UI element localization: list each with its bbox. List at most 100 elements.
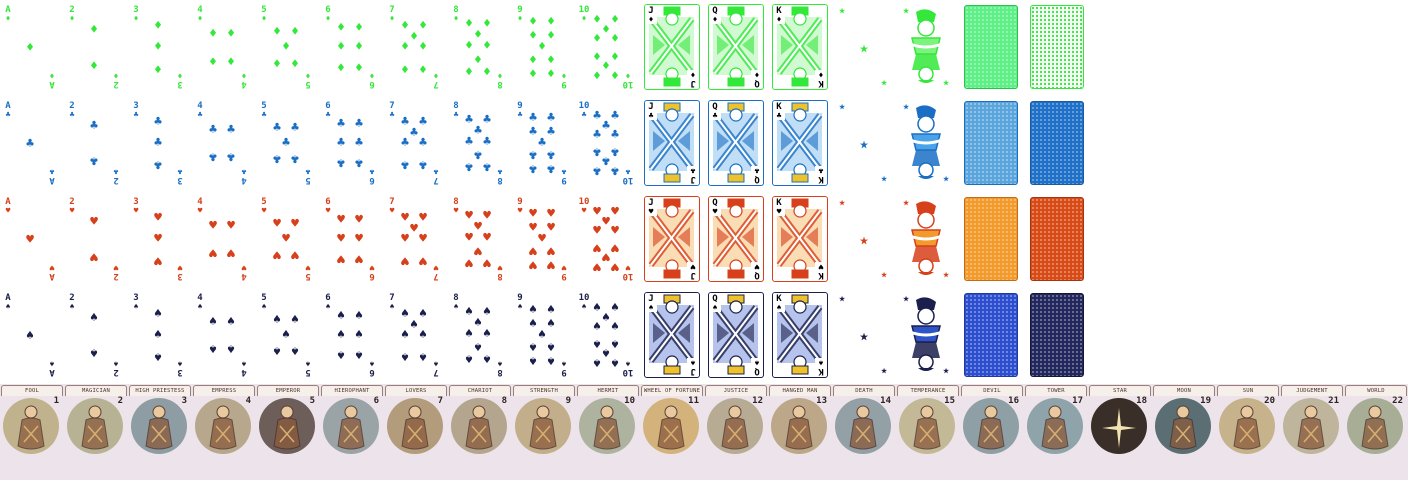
suit-icon: ♠ (581, 302, 587, 311)
tarot-card-death[interactable]: DEATH 14 (832, 384, 895, 480)
tarot-card-magician[interactable]: MAGICIAN 2 (64, 384, 127, 480)
card-4-of-spades[interactable]: 4 ♠ 4 ♠ ♠ ♠ ♠ ♠ (194, 292, 250, 378)
card-9-of-clubs[interactable]: 9 ♣ 9 ♣ ♣ ♣ ♣ ♣ ♣ ♣ ♣ ♣ ♣ (514, 100, 570, 186)
tarot-card-high-priestess[interactable]: HIGH PRIESTESS 3 (128, 384, 191, 480)
card-2-of-clubs[interactable]: 2 ♣ 2 ♣ ♣ ♣ (66, 100, 122, 186)
card-J-of-diamonds[interactable]: J ♦ J ♦ (644, 4, 700, 90)
card-10-of-hearts[interactable]: 10 ♥ 10 ♥ ♥ ♥ ♥ ♥ ♥ ♥ ♥ ♥ ♥ ♥ (578, 196, 634, 282)
suit-icon: ♠ (561, 359, 567, 368)
card-K-of-spades[interactable]: K ♠ K ♠ (772, 292, 828, 378)
tarot-card-justice[interactable]: JUSTICE 12 (704, 384, 767, 480)
card-5-of-clubs[interactable]: 5 ♣ 5 ♣ ♣ ♣ ♣ ♣ ♣ (258, 100, 314, 186)
card-back-hearts-b[interactable] (1030, 197, 1084, 281)
card-J-of-hearts[interactable]: J ♥ J ♥ (644, 196, 700, 282)
tarot-card-judgement[interactable]: JUDGEMENT 21 (1280, 384, 1343, 480)
card-2-of-diamonds[interactable]: 2 ♦ 2 ♦ ♦ ♦ (66, 4, 122, 90)
card-7-of-hearts[interactable]: 7 ♥ 7 ♥ ♥ ♥ ♥ ♥ ♥ ♥ ♥ (386, 196, 442, 282)
card-3-of-hearts[interactable]: 3 ♥ 3 ♥ ♥ ♥ ♥ (130, 196, 186, 282)
card-small-joker-diamonds[interactable]: ★ ★ (836, 4, 892, 90)
card-back-hearts-a[interactable] (964, 197, 1018, 281)
card-back-diamonds-b[interactable] (1030, 5, 1084, 89)
card-A-of-spades[interactable]: A ♠ A ♠ ♠ (2, 292, 58, 378)
card-10-of-clubs[interactable]: 10 ♣ 10 ♣ ♣ ♣ ♣ ♣ ♣ ♣ ♣ ♣ ♣ ♣ (578, 100, 634, 186)
tarot-card-sun[interactable]: SUN 20 (1216, 384, 1279, 480)
card-big-joker-spades[interactable]: ★ ★ ★ (881, 292, 954, 378)
card-A-of-clubs[interactable]: A ♣ A ♣ ♣ (2, 100, 58, 186)
card-big-joker-diamonds[interactable]: ★ ★ ★ (881, 4, 954, 90)
card-small-joker-clubs[interactable]: ★ ★ (836, 100, 892, 186)
card-big-joker-clubs[interactable]: ★ ★ ★ (881, 100, 954, 186)
tarot-card-wheel-of-fortune[interactable]: WHEEL OF FORTUNE 11 (640, 384, 703, 480)
card-corner-index: 5 ♦ (302, 71, 314, 89)
card-9-of-diamonds[interactable]: 9 ♦ 9 ♦ ♦ ♦ ♦ ♦ ♦ ♦ ♦ ♦ ♦ (514, 4, 570, 90)
card-2-of-spades[interactable]: 2 ♠ 2 ♠ ♠ ♠ (66, 292, 122, 378)
card-5-of-spades[interactable]: 5 ♠ 5 ♠ ♠ ♠ ♠ ♠ ♠ (258, 292, 314, 378)
card-10-of-spades[interactable]: 10 ♠ 10 ♠ ♠ ♠ ♠ ♠ ♠ ♠ ♠ ♠ ♠ ♠ (578, 292, 634, 378)
card-10-of-diamonds[interactable]: 10 ♦ 10 ♦ ♦ ♦ ♦ ♦ ♦ ♦ ♦ ♦ ♦ ♦ (578, 4, 634, 90)
card-A-of-diamonds[interactable]: A ♦ A ♦ ♦ (2, 4, 58, 90)
tarot-card-empress[interactable]: EMPRESS 4 (192, 384, 255, 480)
card-corner-index: 3 ♦ (130, 6, 142, 23)
star-icon: ★ (859, 38, 869, 57)
card-corner-index: 3 ♥ (174, 263, 186, 281)
card-5-of-hearts[interactable]: 5 ♥ 5 ♥ ♥ ♥ ♥ ♥ ♥ (258, 196, 314, 282)
tarot-card-devil[interactable]: DEVIL 16 (960, 384, 1023, 480)
card-3-of-clubs[interactable]: 3 ♣ 3 ♣ ♣ ♣ ♣ (130, 100, 186, 186)
card-6-of-diamonds[interactable]: 6 ♦ 6 ♦ ♦ ♦ ♦ ♦ ♦ ♦ (322, 4, 378, 90)
card-7-of-clubs[interactable]: 7 ♣ 7 ♣ ♣ ♣ ♣ ♣ ♣ ♣ ♣ (386, 100, 442, 186)
card-J-of-clubs[interactable]: J ♣ J ♣ (644, 100, 700, 186)
card-K-of-clubs[interactable]: K ♣ K ♣ (772, 100, 828, 186)
card-Q-of-diamonds[interactable]: Q ♦ Q ♦ (708, 4, 764, 90)
tarot-card-world[interactable]: WORLD 22 (1344, 384, 1407, 480)
card-6-of-clubs[interactable]: 6 ♣ 6 ♣ ♣ ♣ ♣ ♣ ♣ ♣ (322, 100, 378, 186)
card-back-spades-a[interactable] (964, 293, 1018, 377)
card-3-of-diamonds[interactable]: 3 ♦ 3 ♦ ♦ ♦ ♦ (130, 4, 186, 90)
card-A-of-hearts[interactable]: A ♥ A ♥ ♥ (2, 196, 58, 282)
card-6-of-hearts[interactable]: 6 ♥ 6 ♥ ♥ ♥ ♥ ♥ ♥ ♥ (322, 196, 378, 282)
tarot-card-hermit[interactable]: HERMIT 10 (576, 384, 639, 480)
card-7-of-diamonds[interactable]: 7 ♦ 7 ♦ ♦ ♦ ♦ ♦ ♦ ♦ ♦ (386, 4, 442, 90)
card-K-of-diamonds[interactable]: K ♦ K ♦ (772, 4, 828, 90)
hearts-pip-icon: ♥ (593, 223, 601, 239)
suit-icon: ♣ (369, 167, 375, 176)
card-3-of-spades[interactable]: 3 ♠ 3 ♠ ♠ ♠ ♠ (130, 292, 186, 378)
card-4-of-diamonds[interactable]: 4 ♦ 4 ♦ ♦ ♦ ♦ ♦ (194, 4, 250, 90)
card-corner-index: 4 ♦ (194, 6, 206, 23)
card-8-of-clubs[interactable]: 8 ♣ 8 ♣ ♣ ♣ ♣ ♣ ♣ ♣ ♣ ♣ (450, 100, 506, 186)
card-4-of-clubs[interactable]: 4 ♣ 4 ♣ ♣ ♣ ♣ ♣ (194, 100, 250, 186)
tarot-card-temperance[interactable]: TEMPERANCE 15 (896, 384, 959, 480)
card-9-of-hearts[interactable]: 9 ♥ 9 ♥ ♥ ♥ ♥ ♥ ♥ ♥ ♥ ♥ ♥ (514, 196, 570, 282)
tarot-card-star[interactable]: STAR 18 (1088, 384, 1151, 480)
card-Q-of-clubs[interactable]: Q ♣ Q ♣ (708, 100, 764, 186)
card-4-of-hearts[interactable]: 4 ♥ 4 ♥ ♥ ♥ ♥ ♥ (194, 196, 250, 282)
card-5-of-diamonds[interactable]: 5 ♦ 5 ♦ ♦ ♦ ♦ ♦ ♦ (258, 4, 314, 90)
card-big-joker-hearts[interactable]: ★ ★ ★ (881, 196, 954, 282)
card-small-joker-hearts[interactable]: ★ ★ (836, 196, 892, 282)
card-6-of-spades[interactable]: 6 ♠ 6 ♠ ♠ ♠ ♠ ♠ ♠ ♠ (322, 292, 378, 378)
card-8-of-hearts[interactable]: 8 ♥ 8 ♥ ♥ ♥ ♥ ♥ ♥ ♥ ♥ ♥ (450, 196, 506, 282)
card-8-of-diamonds[interactable]: 8 ♦ 8 ♦ ♦ ♦ ♦ ♦ ♦ ♦ ♦ ♦ (450, 4, 506, 90)
tarot-card-lovers[interactable]: LOVERS 7 (384, 384, 447, 480)
tarot-card-tower[interactable]: TOWER 17 (1024, 384, 1087, 480)
tarot-card-fool[interactable]: FOOL 1 (0, 384, 63, 480)
tarot-card-strength[interactable]: STRENGTH 9 (512, 384, 575, 480)
card-back-spades-b[interactable] (1030, 293, 1084, 377)
tarot-card-moon[interactable]: MOON 19 (1152, 384, 1215, 480)
card-back-diamonds-a[interactable] (964, 5, 1018, 89)
tarot-card-chariot[interactable]: CHARIOT 8 (448, 384, 511, 480)
card-9-of-spades[interactable]: 9 ♠ 9 ♠ ♠ ♠ ♠ ♠ ♠ ♠ ♠ ♠ ♠ (514, 292, 570, 378)
card-J-of-spades[interactable]: J ♠ J ♠ (644, 292, 700, 378)
card-7-of-spades[interactable]: 7 ♠ 7 ♠ ♠ ♠ ♠ ♠ ♠ ♠ ♠ (386, 292, 442, 378)
card-Q-of-hearts[interactable]: Q ♥ Q ♥ (708, 196, 764, 282)
card-8-of-spades[interactable]: 8 ♠ 8 ♠ ♠ ♠ ♠ ♠ ♠ ♠ ♠ ♠ (450, 292, 506, 378)
card-Q-of-spades[interactable]: Q ♠ Q ♠ (708, 292, 764, 378)
tarot-card-hanged-man[interactable]: HANGED MAN 13 (768, 384, 831, 480)
card-2-of-hearts[interactable]: 2 ♥ 2 ♥ ♥ ♥ (66, 196, 122, 282)
card-small-joker-spades[interactable]: ★ ★ (836, 292, 892, 378)
card-corner-index: A ♠ (46, 359, 58, 377)
card-back-clubs-a[interactable] (964, 101, 1018, 185)
tarot-card-emperor[interactable]: EMPEROR 5 (256, 384, 319, 480)
card-back-clubs-b[interactable] (1030, 101, 1084, 185)
card-K-of-hearts[interactable]: K ♥ K ♥ (772, 196, 828, 282)
tarot-card-hierophant[interactable]: HIEROPHANT 6 (320, 384, 383, 480)
